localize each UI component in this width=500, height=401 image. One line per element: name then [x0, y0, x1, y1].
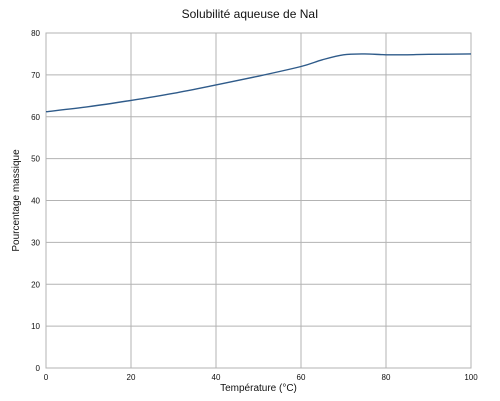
y-tick-label: 50	[31, 155, 40, 164]
series-layer	[45, 53, 472, 113]
y-tick-label: 20	[31, 280, 40, 289]
y-tick-label: 70	[31, 71, 40, 80]
x-tick-label: 40	[212, 373, 221, 382]
x-tick-label: 60	[297, 373, 306, 382]
grid-layer	[45, 32, 472, 369]
x-tick-label: 0	[44, 373, 49, 382]
y-tick-label: 0	[36, 364, 41, 373]
y-tick-label: 10	[31, 322, 40, 331]
x-tick-label: 80	[382, 373, 391, 382]
y-tick-label: 40	[31, 197, 40, 206]
tick-labels: 0 10 20 30 40 50 60 70 80 0 20 40 60 80 100	[31, 29, 478, 382]
plot-area	[45, 32, 472, 369]
y-axis-label: Pourcentage massique	[11, 149, 22, 252]
y-tick-label: 30	[31, 238, 40, 247]
series-line-0	[45, 53, 472, 113]
x-tick-label: 20	[127, 373, 136, 382]
y-tick-label: 80	[31, 29, 40, 38]
x-axis-label: Température (°C)	[220, 383, 297, 394]
y-tick-label: 60	[31, 113, 40, 122]
chart-title: Solubilité aqueuse de NaI	[182, 7, 319, 21]
x-tick-label: 100	[464, 373, 478, 382]
